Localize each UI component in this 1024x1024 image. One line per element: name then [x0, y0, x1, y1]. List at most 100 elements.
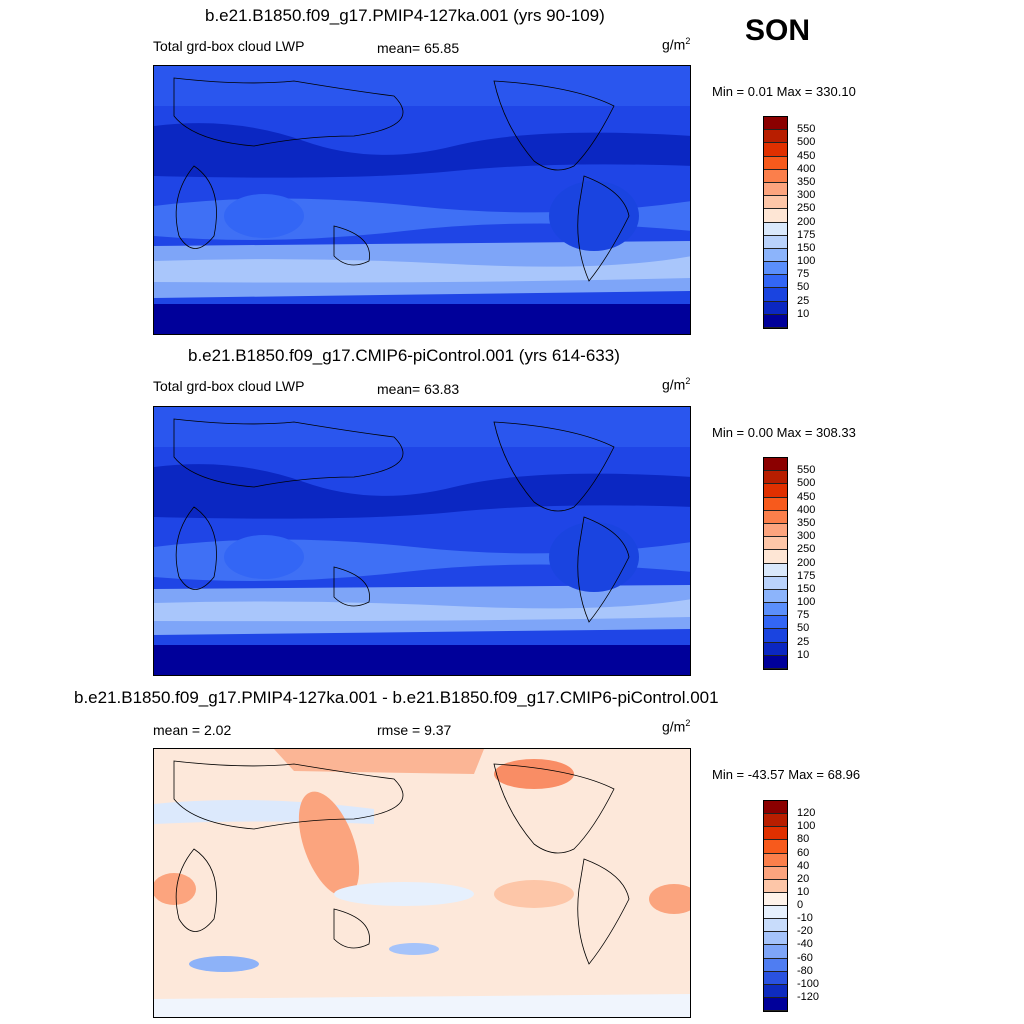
panel-3-title: b.e21.B1850.f09_g17.PMIP4-127ka.001 - b.…	[74, 688, 719, 707]
colorbar-3-segment	[764, 906, 787, 920]
colorbar-2-tick-label: 550	[797, 464, 816, 477]
colorbar-2-segment	[764, 576, 787, 590]
colorbar-1-tick-label: 400	[797, 162, 816, 175]
colorbar-1-segment	[764, 182, 787, 197]
colorbar-3-segment	[764, 879, 787, 893]
panel-3-minmax: Min = -43.57 Max = 68.96	[712, 767, 861, 782]
colorbar-2-segment	[764, 616, 787, 630]
panel-2-colorbar	[763, 457, 788, 670]
colorbar-2-segment	[764, 497, 787, 511]
colorbar-1-tick-label: 25	[797, 294, 810, 307]
panel-2-units: g/m2	[662, 376, 691, 393]
colorbar-3-tick-label: 80	[797, 833, 810, 846]
colorbar-3-segment	[764, 971, 787, 985]
colorbar-3-segment	[764, 866, 787, 880]
colorbar-2-segment	[764, 550, 787, 564]
colorbar-3-segment	[764, 840, 787, 854]
panel-2-title: b.e21.B1850.f09_g17.CMIP6-piControl.001 …	[188, 346, 620, 365]
panel-3-map	[153, 748, 691, 1018]
colorbar-1-tick-label: 450	[797, 149, 816, 162]
panel-1-map	[153, 65, 691, 335]
colorbar-1-segment	[764, 169, 787, 183]
colorbar-3-tick-label: 10	[797, 885, 810, 898]
colorbar-2-tick-label: 300	[797, 530, 816, 543]
panel-3-rmse-label: rmse = 9.37	[377, 722, 452, 738]
colorbar-1-segment	[764, 117, 787, 131]
colorbar-2-tick-label: 250	[797, 543, 816, 556]
panel-1-variable-label: Total grd-box cloud LWP	[153, 38, 305, 54]
colorbar-2-segment	[764, 523, 787, 538]
colorbar-1-segment	[764, 314, 787, 328]
colorbar-3-tick-label: -40	[797, 938, 813, 951]
colorbar-1-segment	[764, 301, 787, 315]
colorbar-2-segment	[764, 471, 787, 485]
colorbar-1-tick-label: 350	[797, 175, 816, 188]
colorbar-2-tick-label: 175	[797, 569, 816, 582]
colorbar-2-tick-label: 10	[797, 648, 810, 661]
colorbar-2-tick-label: 150	[797, 582, 816, 595]
colorbar-3-tick-label: -80	[797, 964, 813, 977]
colorbar-3-tick-label: 20	[797, 872, 810, 885]
colorbar-1-segment	[764, 222, 787, 236]
colorbar-3-segment	[764, 919, 787, 933]
panel-1-mean-label: mean= 65.85	[377, 40, 460, 56]
colorbar-2-tick-label: 200	[797, 556, 816, 569]
colorbar-2-tick-label: 500	[797, 477, 816, 490]
colorbar-3-tick-label: -20	[797, 925, 813, 938]
colorbar-1-segment	[764, 196, 787, 210]
colorbar-3-tick-label: -10	[797, 912, 813, 925]
colorbar-2-segment	[764, 603, 787, 617]
colorbar-1-tick-label: 500	[797, 136, 816, 149]
colorbar-1-tick-label: 200	[797, 215, 816, 228]
colorbar-2-tick-label: 100	[797, 596, 816, 609]
colorbar-1-tick-label: 50	[797, 281, 810, 294]
colorbar-3-segment	[764, 801, 787, 815]
colorbar-2-segment	[764, 537, 787, 551]
colorbar-2-tick-label: 450	[797, 490, 816, 503]
panel-1-title: b.e21.B1850.f09_g17.PMIP4-127ka.001 (yrs…	[205, 6, 605, 25]
colorbar-3-segment	[764, 984, 787, 998]
colorbar-1-tick-label: 10	[797, 307, 810, 320]
panel-1-minmax: Min = 0.01 Max = 330.10	[712, 84, 856, 99]
colorbar-2-tick-label: 50	[797, 622, 810, 635]
panel-3-units: g/m2	[662, 718, 691, 735]
colorbar-3-segment	[764, 853, 787, 867]
colorbar-1-segment	[764, 209, 787, 223]
colorbar-3-tick-label: 0	[797, 899, 804, 911]
colorbar-2-tick-label: 400	[797, 503, 816, 516]
colorbar-3-tick-label: -100	[797, 977, 820, 990]
colorbar-2-segment	[764, 629, 787, 643]
colorbar-1-segment	[764, 130, 787, 144]
colorbar-3-segment	[764, 932, 787, 946]
colorbar-1-tick-label: 550	[797, 123, 816, 136]
colorbar-2-segment	[764, 563, 787, 577]
season-label: SON	[745, 14, 811, 47]
panel-2-mean-label: mean= 63.83	[377, 381, 460, 397]
colorbar-2-tick-label: 350	[797, 516, 816, 529]
colorbar-2-tick-label: 25	[797, 635, 810, 648]
colorbar-3-tick-label: 100	[797, 820, 816, 833]
colorbar-3-segment	[764, 958, 787, 972]
colorbar-1-tick-label: 75	[797, 268, 810, 281]
colorbar-3-tick-label: 120	[797, 807, 816, 820]
colorbar-2-segment	[764, 484, 787, 498]
colorbar-3-segment	[764, 814, 787, 828]
colorbar-3-tick-label: -60	[797, 951, 813, 964]
colorbar-2-segment	[764, 589, 787, 604]
colorbar-1-segment	[764, 143, 787, 157]
panel-2-variable-label: Total grd-box cloud LWP	[153, 378, 305, 394]
colorbar-3-segment	[764, 827, 787, 841]
colorbar-3-segment	[764, 945, 787, 959]
colorbar-1-segment	[764, 288, 787, 302]
colorbar-2-segment	[764, 458, 787, 472]
panel-3-colorbar	[763, 800, 788, 1012]
colorbar-1-segment	[764, 235, 787, 249]
colorbar-1-tick-label: 150	[797, 241, 816, 254]
panel-1-colorbar	[763, 116, 788, 329]
colorbar-1-segment	[764, 262, 787, 276]
colorbar-1-tick-label: 300	[797, 189, 816, 202]
colorbar-1-segment	[764, 275, 787, 289]
colorbar-1-tick-label: 175	[797, 228, 816, 241]
colorbar-3-segment	[764, 892, 787, 906]
colorbar-3-tick-label: 60	[797, 846, 810, 859]
